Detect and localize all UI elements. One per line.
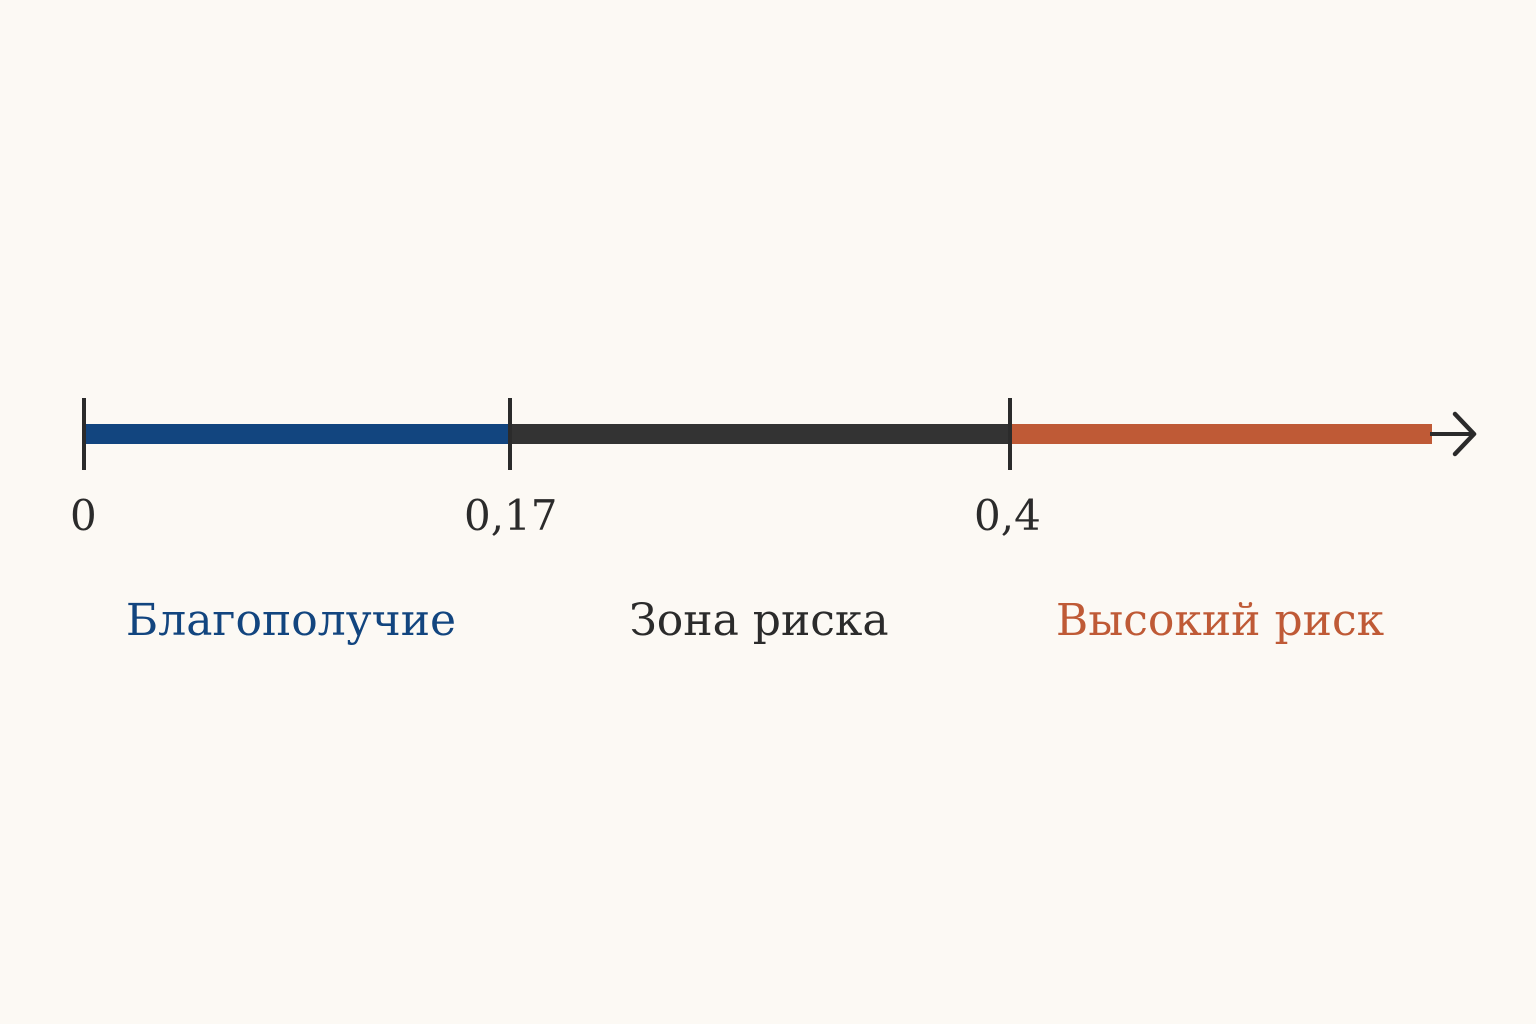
zone-label-risk-zone: Зона риска — [629, 595, 889, 646]
tick-label-0-17: 0,17 — [464, 491, 558, 540]
zone-label-high-risk: Высокий риск — [1055, 595, 1385, 646]
tick-label-0: 0 — [70, 491, 97, 540]
tick-label-0-4: 0,4 — [974, 491, 1041, 540]
zone-label-wellbeing: Благополучие — [125, 595, 457, 646]
arrow-right-icon — [1452, 411, 1477, 457]
